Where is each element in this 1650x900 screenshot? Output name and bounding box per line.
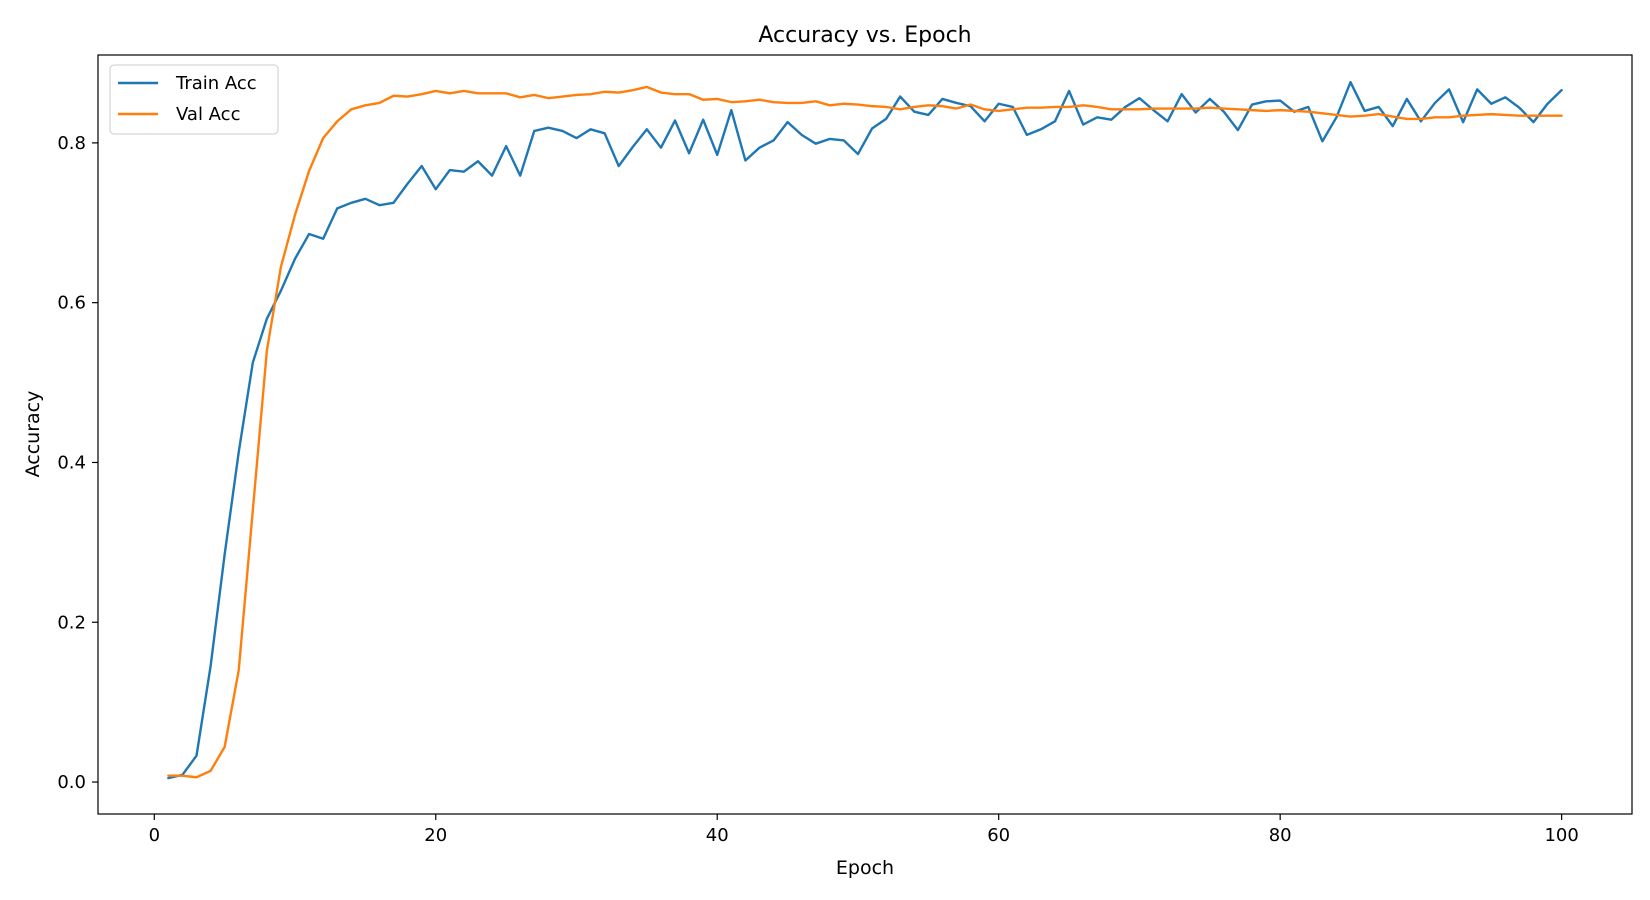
x-tick-label: 0 <box>149 825 160 846</box>
y-tick-label: 0.6 <box>57 293 86 314</box>
legend-label-0: Train Acc <box>175 73 257 94</box>
legend-label-1: Val Acc <box>176 104 240 125</box>
x-tick-label: 100 <box>1544 825 1578 846</box>
y-axis-label: Accuracy <box>22 391 44 478</box>
y-tick-label: 0.8 <box>57 133 86 154</box>
plot-frame <box>97 54 1633 815</box>
x-tick-label: 60 <box>987 825 1010 846</box>
series-line-1 <box>167 85 1563 779</box>
y-tick-label: 0.2 <box>57 612 86 633</box>
y-axis-ticks: 0.0 0.2 0.4 0.6 0.8 <box>57 133 98 793</box>
y-tick-label: 0.4 <box>57 452 86 473</box>
y-tick-label: 0.0 <box>57 772 86 793</box>
plot-area <box>167 80 1563 780</box>
x-axis-label: Epoch <box>836 857 894 879</box>
x-tick-label: 40 <box>706 825 729 846</box>
x-tick-label: 80 <box>1269 825 1292 846</box>
x-axis-ticks: 0 20 40 60 80 100 <box>149 814 1579 846</box>
legend: Train Acc Val Acc <box>109 64 279 135</box>
x-tick-label: 20 <box>424 825 447 846</box>
series-line-0 <box>167 80 1563 780</box>
chart-title: Accuracy vs. Epoch <box>758 23 971 48</box>
